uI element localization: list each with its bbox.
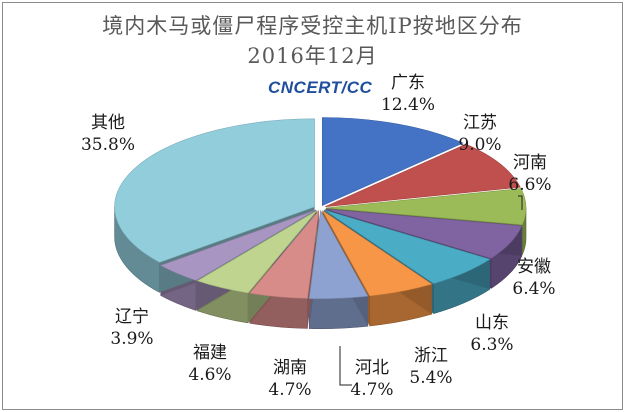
slice-广东-name: 广东 <box>391 73 425 93</box>
slice-江苏-name: 江苏 <box>463 113 497 133</box>
slice-湖南 <box>249 209 320 299</box>
slice-安徽-name: 安徽 <box>517 257 551 277</box>
slice-福建 <box>196 210 318 294</box>
slice-山东-value: 6.3% <box>470 335 513 355</box>
slice-河北-name: 河北 <box>355 358 389 378</box>
slice-其他-name: 其他 <box>91 113 125 133</box>
chart-subtitle: 2016年12月 <box>247 44 378 68</box>
slice-广东-value: 12.4% <box>381 95 435 115</box>
slice-浙江-name: 浙江 <box>414 346 448 366</box>
slice-山东 <box>324 209 491 284</box>
slice-河南-value: 6.6% <box>508 175 551 195</box>
slice-山东-name: 山东 <box>475 313 509 333</box>
slice-湖南-value: 4.7% <box>268 380 311 400</box>
slice-其他-value: 35.8% <box>81 135 135 155</box>
slice-福建-name: 福建 <box>193 343 227 363</box>
slice-江苏 <box>325 143 521 207</box>
slice-安徽 <box>325 208 523 259</box>
slice-辽宁 <box>159 209 316 281</box>
chart-title: 境内木马或僵尸程序受控主机IP按地区分布 <box>102 14 523 38</box>
slice-安徽-value: 6.4% <box>512 279 555 299</box>
leader-line <box>339 346 352 386</box>
slice-福建-value: 4.6% <box>188 365 231 385</box>
slice-辽宁-value: 3.9% <box>110 329 153 349</box>
slice-其他 <box>114 118 315 263</box>
leader-line <box>518 195 523 210</box>
slice-广东 <box>321 117 464 206</box>
slice-河南 <box>325 188 527 226</box>
slice-河北 <box>308 209 369 299</box>
slice-河北-value: 4.7% <box>350 380 393 400</box>
slice-浙江-value: 5.4% <box>409 368 452 388</box>
slice-浙江 <box>322 210 433 297</box>
slice-辽宁-name: 辽宁 <box>115 307 149 327</box>
slice-河南-name: 河南 <box>513 153 547 173</box>
cncert-logo: CNCERT/CC <box>268 78 373 97</box>
slice-江苏-value: 9.0% <box>458 135 501 155</box>
slice-湖南-name: 湖南 <box>273 358 307 378</box>
